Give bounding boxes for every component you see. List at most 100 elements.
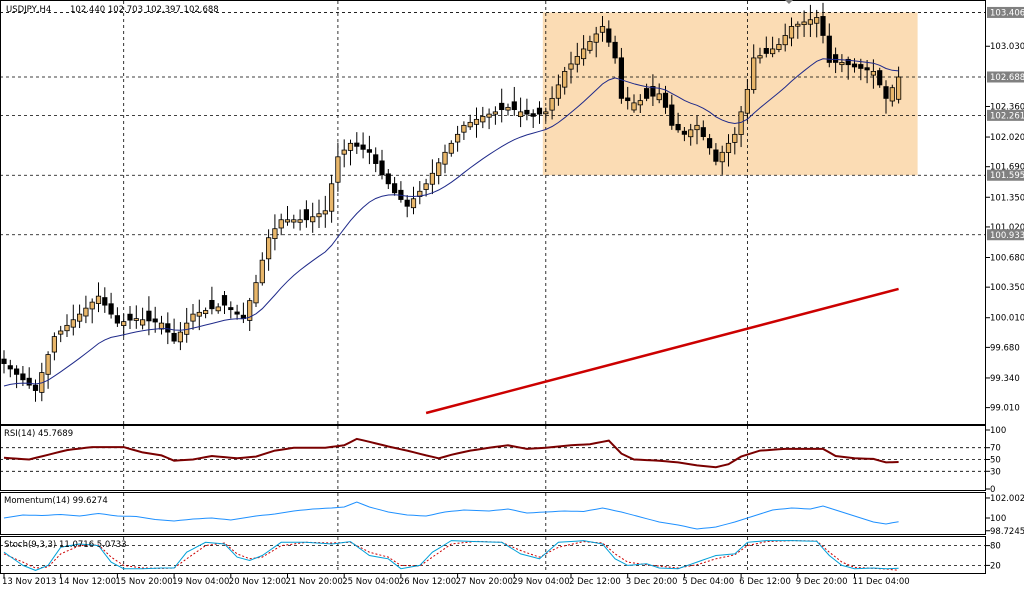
candle-body [543,111,549,115]
candle-body [694,124,700,131]
candle-body [851,63,858,68]
candle-body [499,102,505,111]
momentum-panel-frame [0,492,986,535]
ohlc-readout: 102.440 102.703 102.397 102.688 [70,5,219,15]
candle-body [889,87,895,102]
rsi-axis-label: 50 [990,456,1001,466]
candle-body [410,198,417,209]
time-axis-label: 27 Nov 20:00 [456,577,513,587]
candle-body [196,311,202,317]
candle-body [89,301,95,310]
candle-body [732,133,738,143]
time-axis-label: 13 Nov 2013 [2,577,56,587]
time-axis-label: 29 Nov 04:00 [512,577,569,587]
candle-body [158,322,165,330]
price-panel[interactable]: USDJPY,H4 102.440 102.703 102.397 102.68… [0,0,986,425]
candle-body [700,127,706,137]
rsi-axis-label: 0 [990,485,995,495]
candle-body [896,76,902,100]
candle-body [524,109,530,115]
candle-body [341,149,347,155]
candle-body [820,16,826,36]
candle-body [461,124,467,133]
candle-body [606,28,612,43]
candle-body [64,324,70,332]
candle-body [247,300,253,321]
candle-body [644,88,650,99]
candle-body [650,86,656,97]
momentum-label: Momentum(14) 99.6274 [4,496,108,506]
stochastic-panel[interactable]: Stoch(9,3,3) 11.0716 5.0733 [0,536,986,574]
candle-body [505,106,511,111]
candle-body [612,41,618,59]
candle-body [165,323,171,333]
price-tag-box [987,169,1024,181]
stochastic-main-line [3,540,899,571]
candle-body [725,142,732,153]
candle-body [303,209,310,221]
candle-body [429,172,436,185]
symbol-label: USDJPY,H4 [6,5,51,15]
candle-body [801,21,807,26]
candle-body [51,336,58,353]
candle-body [688,129,694,138]
candle-body [253,282,259,304]
candle-body [322,210,328,215]
candle-body [121,321,127,326]
candle-body [662,92,669,108]
candle-body [618,57,625,99]
rsi-panel[interactable]: RSI(14) 45.7689 [0,425,986,491]
candle-body [310,216,316,223]
candle-body [681,130,688,135]
candle-body [675,123,681,131]
ma-fast-line [3,58,899,387]
candle-body [581,48,587,60]
candle-body [536,107,543,115]
candle-body [171,332,177,342]
stochastic-axis-label: 20 [990,561,1001,571]
price-tag-box [987,109,1024,121]
price-axis-label: 101.020 [990,223,1024,233]
candle-body [833,54,839,63]
candle-body [278,219,284,229]
price-tag: 100.933 [987,229,1024,241]
candle-body [114,315,120,324]
time-axis-label: 20 Nov 12:00 [229,577,286,587]
candle-body [366,149,373,153]
candle-body [7,365,13,370]
candle-body [32,384,39,391]
price-tag-box [987,6,1024,18]
time-axis-label: 21 Nov 20:00 [286,577,343,587]
time-axis-label: 19 Nov 04:00 [172,577,229,587]
momentum-axis: 102.0028 100 98.7245 [986,494,1024,537]
candle-body [763,47,769,54]
candle-body [58,330,64,335]
candle-body [360,144,366,150]
candle-body [530,113,536,117]
candle-body [782,35,788,46]
rsi-panel-frame [0,425,986,491]
momentum-axis-label: 100 [990,514,1006,524]
momentum-axis-label: 102.0028 [990,494,1024,504]
candle-body [417,190,423,197]
time-axis-label: 5 Dec 04:00 [682,577,734,587]
candle-body [574,56,580,65]
time-axis-label: 3 Dec 20:00 [626,577,678,587]
candle-body [13,368,20,375]
candle-body [133,318,139,321]
price-axis-label: 99.340 [990,374,1020,384]
candle-body [335,156,341,183]
time-axis-label: 9 Dec 20:00 [796,577,848,587]
candle-body [631,102,637,111]
shift-marker-icon[interactable] [785,0,793,4]
stochastic-panel-frame [0,536,986,574]
price-axis-label: 102.360 [990,102,1024,112]
momentum-panel[interactable]: Momentum(14) 99.6274 [0,492,986,535]
candle-body [770,48,776,55]
candle-body [152,318,158,323]
candle-body [297,219,303,223]
candle-body [713,149,719,162]
candle-body [845,58,851,66]
